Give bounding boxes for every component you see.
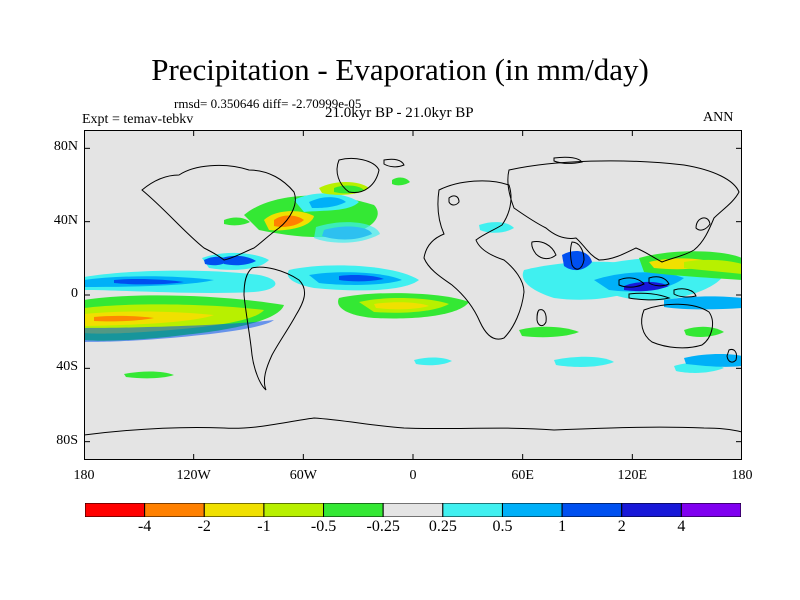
- coastlines: [84, 156, 742, 436]
- colorbar-swatch: [85, 503, 146, 517]
- colorbar-swatch: [501, 503, 563, 517]
- arctic-blob: [392, 177, 410, 186]
- colorbar-label: -2: [197, 518, 211, 535]
- colorbar-label: 4: [677, 518, 686, 535]
- colorbar-label: 0.25: [428, 518, 457, 535]
- n-pacific-green: [224, 217, 250, 226]
- southern-ocean-cyan: [414, 357, 452, 366]
- south-pacific-blue-band: [84, 320, 274, 342]
- colorbar-swatch: [382, 503, 444, 517]
- lon-label-0: 0: [409, 468, 417, 483]
- colorbar-label: -4: [137, 518, 152, 535]
- colorbar-swatch: [621, 503, 682, 517]
- lat-label-40s: 40S: [56, 359, 78, 375]
- e-pacific-dry-core: [94, 315, 154, 322]
- mediterranean-cyan: [479, 222, 514, 233]
- lon-label-180e: 180: [731, 468, 753, 483]
- season-label: ANN: [703, 110, 734, 125]
- lon-label-120e: 120E: [617, 468, 648, 483]
- itcz-pacific-core: [114, 278, 184, 285]
- bay-of-bengal-blue: [562, 250, 592, 271]
- lon-label-180w: 180: [73, 468, 95, 483]
- stats-line: rmsd= 0.350646 diff= -2.70999e-05: [174, 96, 362, 111]
- colorbar-swatch: [323, 503, 384, 517]
- colorbar-label: -1: [257, 518, 271, 535]
- southern-ocean-green: [124, 371, 174, 379]
- gulf-stream-orange: [274, 215, 304, 227]
- experiment-label: Expt = temav-tebkv: [82, 112, 194, 127]
- axis-ticks: [84, 130, 742, 460]
- colorbar-swatch: [144, 503, 205, 517]
- w-pacific-lime: [684, 259, 742, 274]
- maritime-core: [624, 281, 669, 292]
- colorbar-label: -0.5: [310, 518, 337, 535]
- colorbar-swatch: [203, 503, 265, 517]
- colorbar-label: 2: [617, 518, 626, 535]
- colorbar-label: -0.25: [366, 518, 400, 535]
- colorbar-swatch: [442, 503, 503, 517]
- n-atlantic-east-cyan: [314, 222, 380, 243]
- colorbar-label: 0.5: [492, 518, 513, 535]
- lat-label-0: 0: [71, 286, 78, 301]
- s-indian-green: [519, 326, 579, 338]
- contour-fields: [84, 177, 742, 379]
- lon-label-60w: 60W: [289, 468, 317, 483]
- lat-label-80n: 80N: [53, 139, 78, 155]
- colorbar: [85, 503, 741, 517]
- s-indian-cyan-1: [554, 356, 614, 367]
- lat-label-80s: 80S: [56, 432, 78, 448]
- n-atlantic-wet-core: [309, 197, 346, 208]
- colorbar-swatch: [561, 503, 623, 517]
- s-indian-green-2: [684, 326, 724, 337]
- colorbar-label: 1: [558, 518, 567, 535]
- plot-title: Precipitation - Evaporation (in mm/day): [151, 52, 649, 87]
- lon-label-120w: 120W: [176, 468, 211, 483]
- itcz-atlantic-core: [339, 275, 384, 282]
- map-plot: [84, 130, 742, 460]
- colorbar-swatch: [680, 503, 741, 517]
- w-pacific-blue-strip: [664, 296, 742, 310]
- colorbar-swatch: [263, 503, 325, 517]
- n-atlantic-upper-green: [334, 185, 364, 194]
- s-atlantic-dry-inner: [374, 302, 429, 310]
- period-label: 21.0kyr BP - 21.0kyr BP: [325, 105, 474, 121]
- lat-label-40n: 40N: [53, 212, 78, 228]
- lon-label-60e: 60E: [511, 468, 534, 483]
